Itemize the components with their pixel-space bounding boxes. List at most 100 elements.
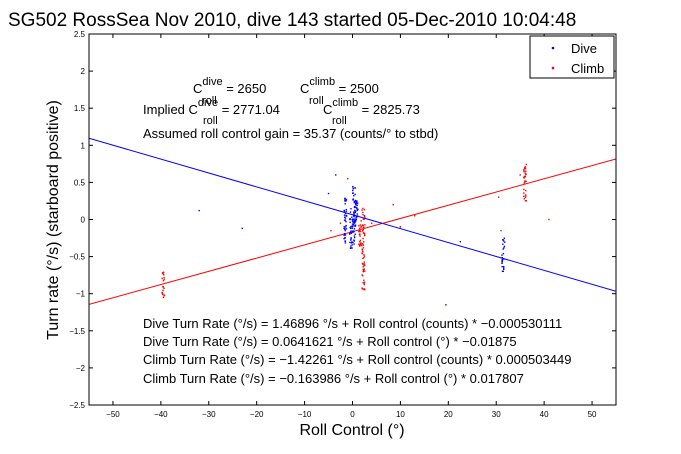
climb-marker [361,262,364,265]
dive-marker [355,199,357,202]
climb-marker [162,285,164,288]
dive-marker [353,236,356,239]
climb-marker [161,291,164,294]
dive-marker [345,228,348,230]
climb-marker [362,207,364,210]
dive-marker [356,213,358,215]
chart-title: SG502 RossSea Nov 2010, dive 143 started… [8,10,576,31]
dive-marker [351,223,354,225]
annotation-implied-prefix: Implied C [143,102,198,117]
climb-point [330,229,332,232]
dive-marker [503,247,505,249]
x-tick-label: 40 [540,410,549,419]
climb-point [519,174,521,176]
climb-marker [359,245,361,247]
dive-marker [353,240,356,242]
climb-marker [362,232,365,234]
dive-marker [354,187,356,189]
climb-marker [359,235,361,237]
dive-marker [502,248,504,250]
climb-marker [359,241,361,243]
climb-marker [363,234,366,237]
climb-marker [364,216,366,218]
climb-marker [523,195,525,198]
climb-marker [363,288,365,290]
climb-marker [363,279,365,281]
annotation-implied-dive-sub: roll [203,115,218,127]
annotation-c-climb-sup: climb [309,76,335,88]
dive-marker [353,218,355,220]
dive-marker [349,241,351,244]
annotation-implied-climb: Cclimb = 2825.73 [323,97,420,117]
x-tick-label: 20 [444,410,453,419]
dive-marker [351,225,353,227]
dive-point [327,192,330,195]
climb-point [497,196,500,198]
dive-marker [351,241,353,243]
dive-marker [504,241,506,243]
dive-marker [343,225,345,228]
dive-marker [352,230,354,233]
x-tick-label: −10 [298,410,312,419]
climb-marker [161,277,163,280]
climb-marker [363,232,365,235]
dive-marker [352,187,354,190]
climb-marker [359,227,361,229]
dive-marker [350,247,352,249]
dive-marker [353,239,355,241]
climb-marker [524,172,526,174]
dive-marker [343,216,346,218]
annotation-c-climb: Cclimb = 2500 [300,76,379,96]
dive-marker [501,259,504,262]
dive-marker [349,211,352,213]
climb-marker [363,263,365,265]
y-tick-label: −2 [76,364,86,373]
climb-marker [364,289,366,291]
dive-marker [353,195,355,197]
dive-marker [350,232,353,234]
climb-marker [162,271,165,273]
dive-marker [350,237,352,239]
climb-marker [364,224,366,226]
dive-point [358,229,361,232]
annotation-c-climb-symbol: C [300,81,309,96]
climb-marker [362,269,365,272]
climb-marker [363,283,365,286]
x-tick-label: 10 [396,410,405,419]
climb-marker [524,180,526,182]
dive-marker [357,215,359,217]
dive-marker [344,242,347,244]
dive-marker [344,240,346,242]
dive-marker [355,207,358,209]
climb-marker [163,274,165,276]
dive-marker [352,199,354,201]
legend-marker-climb [551,66,555,70]
dive-marker [350,225,352,228]
climb-marker [360,230,362,233]
x-tick-label: −30 [202,410,216,419]
climb-marker [360,226,362,228]
y-tick-label: −2.5 [69,401,85,410]
x-tick-label: −50 [106,410,120,419]
dive-marker [356,209,359,212]
climb-marker [358,225,360,227]
dive-marker [350,227,352,230]
dive-fit-line [89,137,616,292]
y-axis-label: Turn rate (°/s) (starboard positive) [45,100,62,340]
dive-marker [502,240,505,242]
dive-marker [352,185,354,188]
climb-marker [362,268,364,271]
dive-marker [353,213,355,215]
annotation-c-climb-value: = 2500 [335,81,379,96]
y-tick-label: 2 [81,67,86,76]
climb-marker [362,213,364,216]
dive-marker [352,223,355,225]
climb-marker [161,292,164,295]
climb-marker [524,167,527,170]
climb-marker [525,195,527,197]
dive-marker [352,231,354,233]
climb-marker [363,255,366,257]
annotation-implied-climb-sub: roll [332,115,347,127]
dive-marker [349,226,351,229]
